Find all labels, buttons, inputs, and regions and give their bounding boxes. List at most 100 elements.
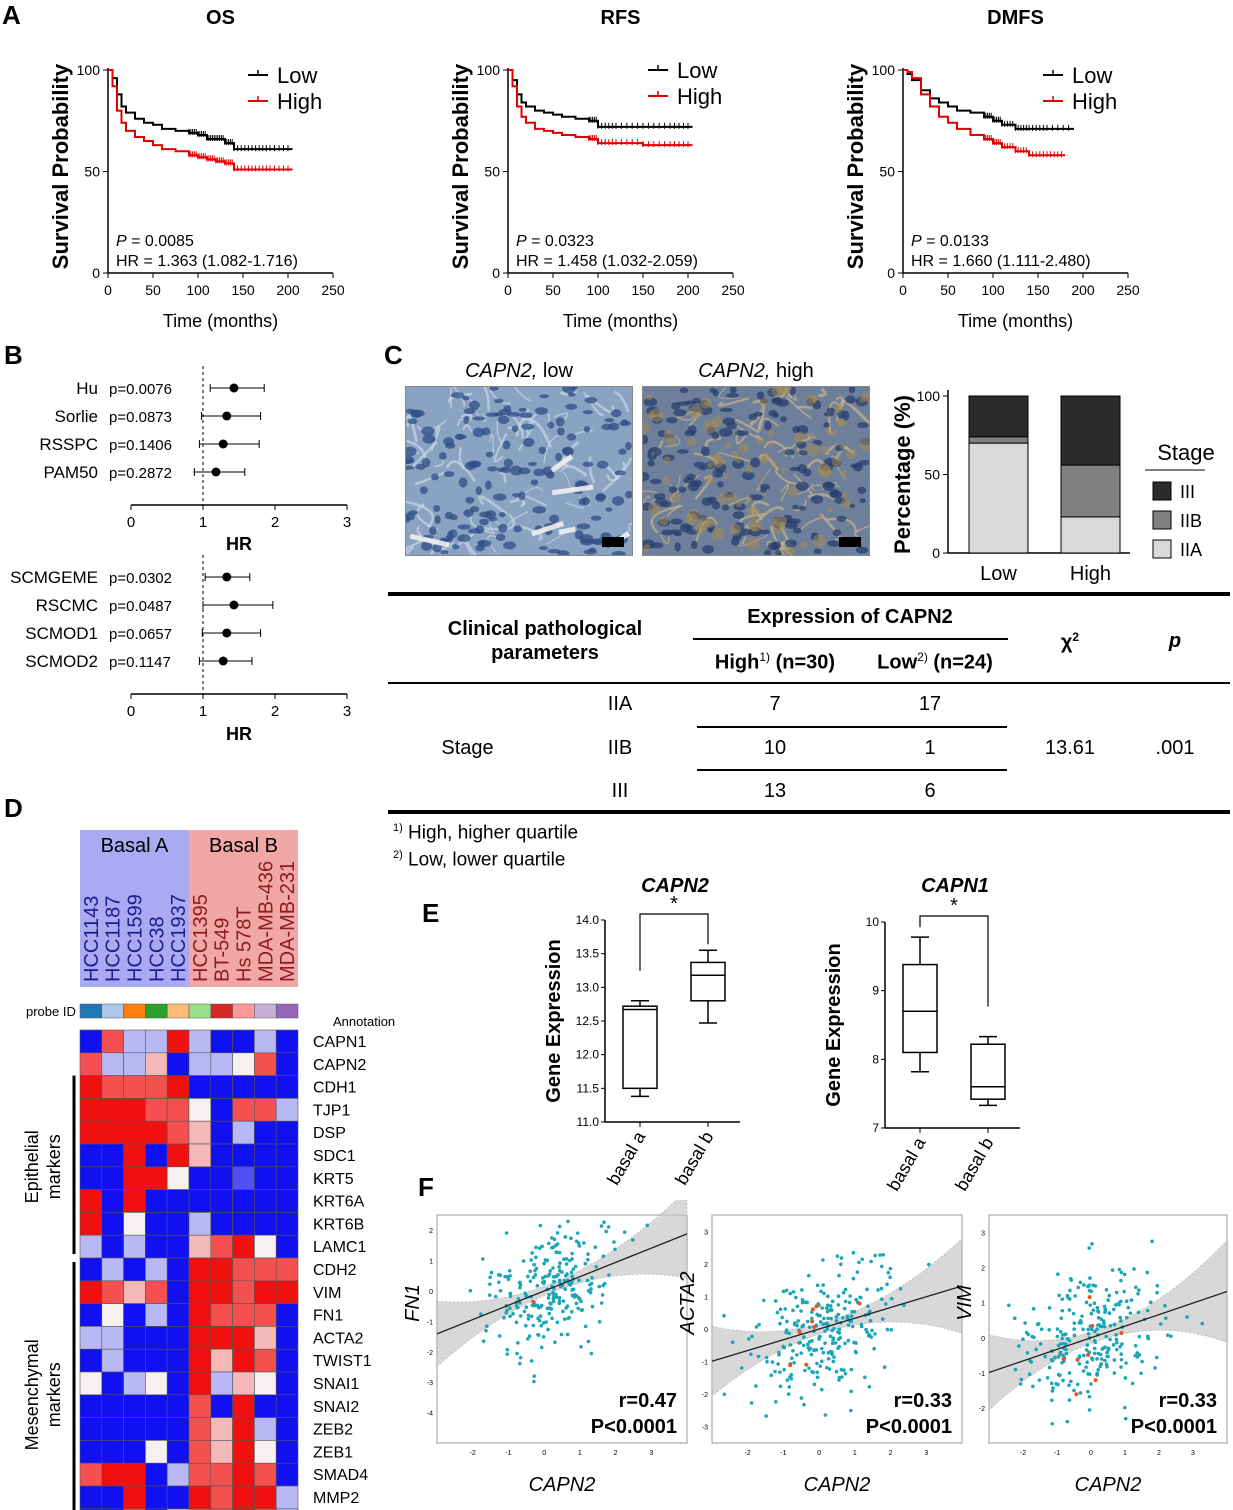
heatmap-cell bbox=[275, 1303, 299, 1327]
ihc-stain bbox=[750, 524, 758, 532]
heatmap-cell bbox=[145, 1052, 168, 1076]
ihc-fiber bbox=[462, 541, 472, 555]
scatter-point bbox=[1080, 1314, 1084, 1318]
scatter-point bbox=[606, 1225, 611, 1229]
cell-line-label: HCC38 bbox=[146, 916, 168, 982]
ihc-nucleus bbox=[677, 449, 689, 454]
ihc-nucleus bbox=[463, 416, 470, 425]
ihc-nucleus bbox=[503, 541, 517, 550]
scatter-point bbox=[780, 1315, 785, 1320]
cell-line-label: HCC1187 bbox=[103, 896, 125, 982]
boxplot-y-tick-label: 11.0 bbox=[577, 1115, 600, 1129]
scatter-point bbox=[1103, 1358, 1107, 1363]
forest-p-scmod2: p=0.1147 bbox=[109, 654, 171, 671]
scatter-point bbox=[794, 1322, 799, 1327]
scatter-y-label: VIM bbox=[954, 1285, 976, 1321]
ihc-nucleus bbox=[784, 449, 795, 456]
heatmap-cell bbox=[166, 1052, 190, 1076]
ihc-nucleus bbox=[449, 514, 458, 521]
ihc-stain bbox=[738, 443, 749, 454]
ihc-stain bbox=[771, 521, 784, 534]
scatter-point bbox=[1018, 1382, 1023, 1386]
scatter-point bbox=[746, 1337, 751, 1341]
scatter-point bbox=[842, 1306, 847, 1311]
km-x-tick-label: 200 bbox=[676, 282, 700, 298]
ihc-nucleus bbox=[732, 511, 745, 519]
scatter-point bbox=[807, 1325, 812, 1329]
scatter-point bbox=[1078, 1280, 1083, 1285]
scatter-point bbox=[1060, 1360, 1064, 1365]
scatter-point bbox=[1045, 1375, 1050, 1380]
km-p-value: P = 0.0323 bbox=[516, 233, 594, 250]
forest-point bbox=[211, 467, 221, 477]
scatter-point bbox=[546, 1241, 551, 1246]
boxplot-title: CAPN2 bbox=[641, 875, 709, 897]
ihc-nucleus bbox=[555, 417, 565, 427]
ihc-nucleus bbox=[472, 427, 485, 438]
ihc-fiber bbox=[469, 509, 496, 535]
scatter-point bbox=[1086, 1284, 1090, 1289]
heatmap-cell bbox=[123, 1462, 146, 1487]
ihc-fiber bbox=[628, 523, 632, 532]
scatter-point bbox=[1024, 1330, 1029, 1335]
heatmap-cell bbox=[166, 1485, 190, 1510]
ihc-nucleus bbox=[678, 486, 687, 493]
scatter-point bbox=[574, 1239, 579, 1244]
forest-p-scmgeme: p=0.0302 bbox=[109, 570, 172, 587]
scatter-point bbox=[575, 1231, 580, 1235]
heatmap-cell bbox=[145, 1189, 168, 1213]
scatter-point bbox=[821, 1283, 826, 1287]
scatter-point bbox=[1086, 1389, 1090, 1394]
boxplot-y-tick-label: 7 bbox=[872, 1121, 879, 1135]
ihc-stain bbox=[819, 466, 832, 478]
ihc-stain bbox=[649, 408, 664, 423]
heatmap-cell bbox=[210, 1394, 233, 1418]
heatmap-cell bbox=[232, 1257, 255, 1282]
gene-label-dsp: DSP bbox=[313, 1125, 346, 1142]
probe-swatch bbox=[275, 1003, 299, 1019]
heatmap-cell bbox=[101, 1280, 124, 1304]
ihc-nucleus bbox=[518, 407, 527, 412]
scatter-point bbox=[846, 1323, 851, 1327]
scatter-point bbox=[484, 1324, 489, 1329]
scatter-point bbox=[823, 1341, 827, 1345]
heatmap-cell bbox=[123, 1052, 146, 1076]
scatter-point bbox=[810, 1369, 814, 1374]
scatter-point bbox=[852, 1309, 857, 1314]
scatter-point bbox=[818, 1313, 822, 1318]
scatter-point bbox=[879, 1297, 884, 1301]
gene-label-snai2: SNAI2 bbox=[313, 1399, 359, 1416]
scatter-point bbox=[765, 1359, 769, 1364]
scatter-point bbox=[1124, 1361, 1128, 1365]
significance-star: * bbox=[670, 893, 678, 915]
heatmap-cell bbox=[232, 1485, 255, 1510]
ihc-nucleus bbox=[848, 503, 856, 508]
scatter-point bbox=[570, 1293, 575, 1298]
table-iib-high: 10 bbox=[763, 737, 787, 759]
scatter-point bbox=[1059, 1316, 1064, 1320]
ihc-stain bbox=[766, 429, 775, 438]
scatter-point bbox=[1104, 1362, 1109, 1367]
scatter-x-tick-label: 3 bbox=[649, 1450, 653, 1457]
ihc-stain bbox=[687, 437, 697, 447]
heatmap-cell bbox=[232, 1098, 255, 1122]
scatter-point bbox=[873, 1332, 877, 1336]
scatter-point bbox=[534, 1266, 539, 1271]
scatter-point bbox=[516, 1297, 521, 1301]
ihc-nucleus bbox=[440, 549, 449, 555]
scatter-point bbox=[1060, 1336, 1064, 1341]
scatter-p-value: P<0.0001 bbox=[591, 1416, 677, 1438]
km-xlabel: Time (months) bbox=[563, 311, 678, 331]
scatter-point bbox=[550, 1316, 554, 1321]
scatter-y-tick-label: -3 bbox=[702, 1425, 708, 1432]
scatter-point bbox=[565, 1332, 570, 1337]
scatter-point bbox=[1119, 1299, 1123, 1304]
ihc-nucleus bbox=[671, 402, 681, 410]
ihc-nucleus bbox=[604, 418, 615, 423]
forest-p-hu: p=0.0076 bbox=[109, 381, 172, 398]
ihc-stain bbox=[807, 432, 815, 439]
heatmap-cell bbox=[232, 1029, 255, 1054]
heatmap-cell bbox=[188, 1212, 212, 1236]
scatter-point bbox=[564, 1262, 569, 1266]
scatter-point bbox=[1104, 1334, 1109, 1339]
